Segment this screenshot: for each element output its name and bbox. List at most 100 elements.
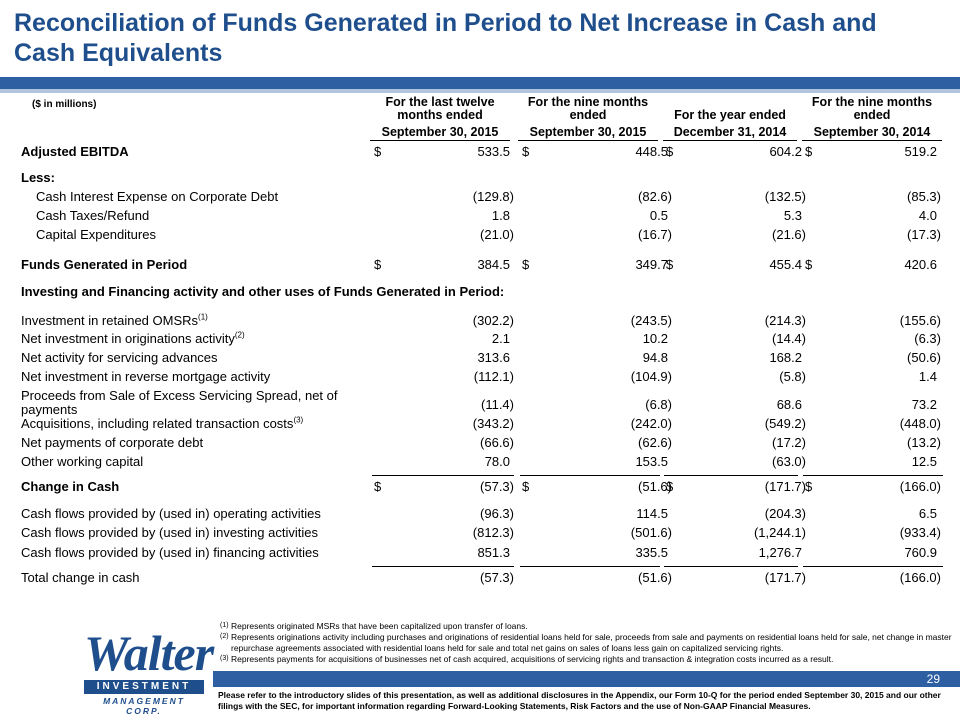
value-col-2: (16.7)	[638, 227, 672, 242]
currency-symbol: $	[805, 257, 813, 272]
page-number-bar: 29	[213, 671, 960, 687]
column-header-1: For the last twelve months ended Septemb…	[370, 96, 510, 141]
row-label: Total change in cash	[21, 570, 140, 585]
value-col-2: (82.6)	[638, 189, 672, 204]
total-rule	[372, 566, 514, 567]
table-row-excess-spread: Proceeds from Sale of Excess Servicing S…	[0, 387, 960, 419]
value-col-3: (63.0)	[772, 454, 806, 469]
table-row-funds-generated: Funds Generated in Period $ 384.5 $ 349.…	[0, 256, 960, 274]
total-rule	[664, 566, 798, 567]
value-col-3: 68.6	[776, 397, 802, 412]
row-label: Cash flows provided by (used in) operati…	[21, 506, 321, 521]
table-row-change-in-cash: Change in Cash $ (57.3) $ (51.6) $ (171.…	[0, 478, 960, 496]
row-label-line2: payments	[21, 402, 78, 417]
currency-symbol: $	[374, 479, 382, 494]
value-col-2: (501.6)	[630, 525, 672, 540]
row-label: Funds Generated in Period	[21, 257, 188, 272]
value-col-2: 94.8	[642, 350, 668, 365]
value-col-1: (66.6)	[480, 435, 514, 450]
table-row-adjusted-ebitda: Adjusted EBITDA $ 533.5 $ 448.5 $ 604.2 …	[0, 143, 960, 161]
value-col-1: (812.3)	[472, 525, 514, 540]
table-row-financing: Cash flows provided by (used in) financi…	[0, 544, 960, 562]
value-col-4: 420.6	[904, 257, 937, 272]
disclaimer: Please refer to the introductory slides …	[218, 690, 941, 711]
value-col-4: (13.2)	[907, 435, 941, 450]
column-heading: For the nine months ended	[527, 95, 649, 122]
footnote-mark: (2)	[220, 633, 229, 640]
table-row-cash-interest: Cash Interest Expense on Corporate Debt …	[0, 188, 960, 206]
footnote-ref: (1)	[198, 312, 208, 322]
value-col-4: (166.0)	[899, 479, 941, 494]
row-label: Cash Taxes/Refund	[36, 208, 150, 223]
row-label: Less:	[21, 170, 55, 185]
column-header-2: For the nine months ended September 30, …	[518, 96, 658, 141]
value-col-4: (6.3)	[914, 331, 941, 346]
footnote-mark: (3)	[220, 655, 229, 662]
value-col-1: 384.5	[477, 257, 510, 272]
subtotal-rule	[803, 475, 943, 476]
value-col-4: 1.4	[918, 369, 937, 384]
row-label: Cash flows provided by (used in) investi…	[21, 525, 318, 540]
column-heading: For the last twelve months ended	[385, 95, 495, 122]
value-col-1: (302.2)	[472, 313, 514, 328]
row-label-text: Acquisitions, including related transact…	[21, 416, 294, 431]
value-col-1: 851.3	[477, 545, 510, 560]
value-col-1: (21.0)	[480, 227, 514, 242]
currency-symbol: $	[522, 257, 530, 272]
value-col-1: 1.8	[491, 208, 510, 223]
value-col-4: (85.3)	[907, 189, 941, 204]
value-col-4: (17.3)	[907, 227, 941, 242]
value-col-1: 2.1	[491, 331, 510, 346]
table-row-originations: Net investment in originations activity(…	[0, 330, 960, 348]
value-col-2: 114.5	[636, 506, 668, 521]
currency-symbol: $	[374, 257, 382, 272]
value-col-4: 6.5	[918, 506, 937, 521]
value-col-1: 313.6	[477, 350, 510, 365]
column-date: September 30, 2014	[802, 126, 942, 141]
value-col-3: (14.4)	[772, 331, 806, 346]
table-row-servicing-advances: Net activity for servicing advances 313.…	[0, 349, 960, 367]
currency-symbol: $	[666, 144, 674, 159]
footnote-ref: (3)	[293, 415, 304, 425]
value-col-3: (5.8)	[779, 369, 806, 384]
table-row-operating: Cash flows provided by (used in) operati…	[0, 505, 960, 523]
value-col-3: (1,244.1)	[753, 525, 806, 540]
value-col-1: (57.3)	[480, 570, 514, 585]
value-col-2: (6.8)	[645, 397, 672, 412]
table-row-capex: Capital Expenditures (21.0) (16.7) (21.6…	[0, 226, 960, 244]
row-label: Other working capital	[21, 454, 144, 469]
footnote-mark: (1)	[220, 622, 229, 629]
column-header-3: For the year ended December 31, 2014	[663, 109, 797, 141]
value-col-3: 604.2	[769, 144, 802, 159]
row-label: Net payments of corporate debt	[21, 435, 204, 450]
value-col-2: 0.5	[649, 208, 668, 223]
currency-symbol: $	[666, 479, 674, 494]
value-col-1: 533.5	[477, 144, 510, 159]
value-col-2: 335.5	[635, 545, 668, 560]
subtotal-rule	[520, 475, 660, 476]
row-label: Investment in retained OMSRs(1)	[21, 312, 208, 330]
footnote-1: (1) Represents originated MSRs that have…	[220, 621, 955, 632]
row-label: Cash flows provided by (used in) financi…	[21, 545, 319, 560]
value-col-1: (112.1)	[473, 369, 514, 384]
value-col-1: (57.3)	[480, 479, 514, 494]
value-col-3: (171.7)	[764, 570, 806, 585]
row-label: Capital Expenditures	[36, 227, 156, 242]
value-col-3: (132.5)	[764, 189, 806, 204]
value-col-4: 760.9	[904, 545, 937, 560]
footnote-ref: (2)	[234, 330, 245, 340]
footnote-text: Represents originated MSRs that have bee…	[231, 621, 528, 631]
currency-symbol: $	[666, 257, 674, 272]
value-col-3: (171.7)	[764, 479, 806, 494]
value-col-3: (17.2)	[772, 435, 806, 450]
company-logo: Walter INVESTMENT MANAGEMENT CORP.	[84, 626, 214, 716]
page-title: Reconciliation of Funds Generated in Per…	[14, 9, 877, 67]
value-col-4: (933.4)	[899, 525, 941, 540]
value-col-1: (11.4)	[481, 397, 514, 412]
value-col-4: (50.6)	[907, 350, 941, 365]
value-col-4: (155.6)	[899, 313, 941, 328]
row-label: Investing and Financing activity and oth…	[21, 284, 505, 299]
column-header-4: For the nine months ended September 30, …	[802, 96, 942, 141]
value-col-4: (448.0)	[899, 416, 941, 431]
value-col-4: 73.2	[911, 397, 937, 412]
